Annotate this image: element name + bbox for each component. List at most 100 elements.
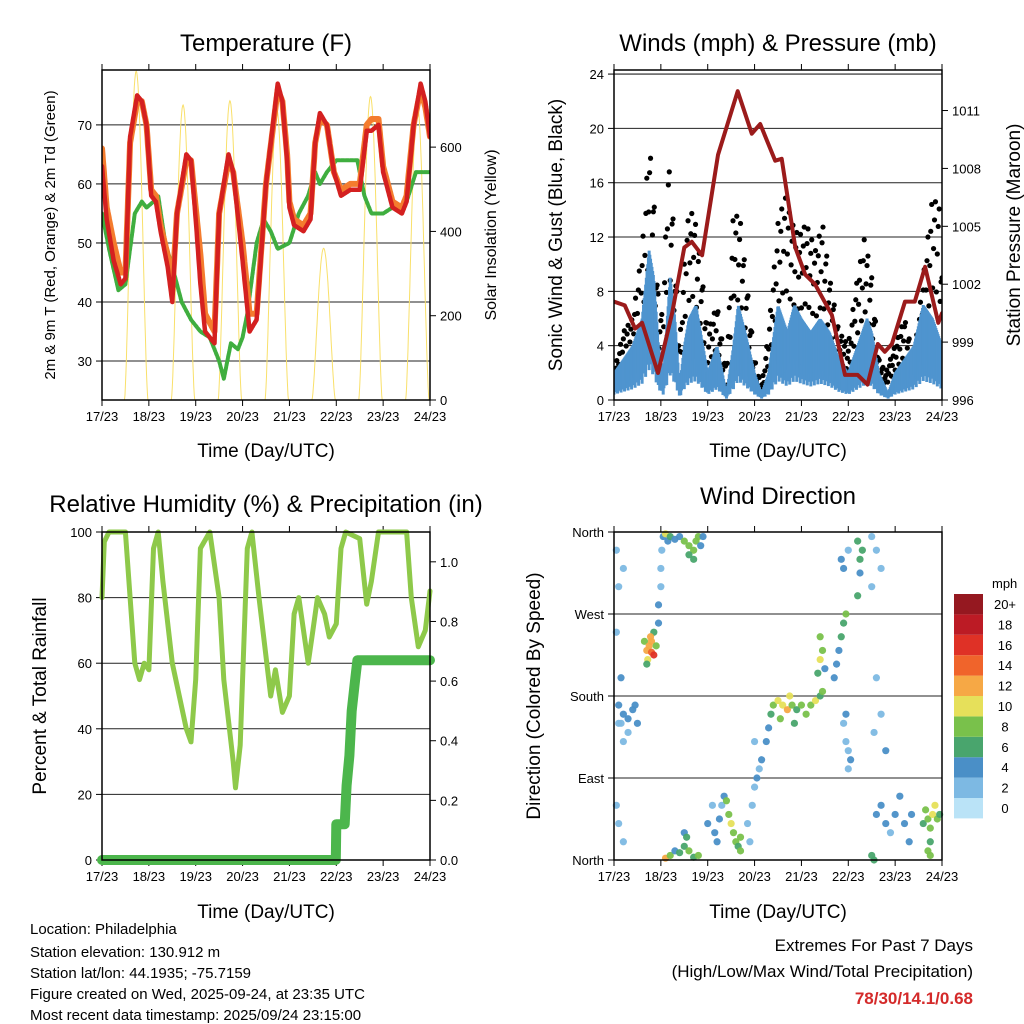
wind-direction-point xyxy=(877,564,885,573)
x-tick-label: 24/23 xyxy=(926,869,959,884)
gust-point xyxy=(853,297,859,303)
gust-point xyxy=(727,334,733,340)
y-tick-label: 20 xyxy=(78,787,92,802)
gust-point xyxy=(745,293,751,299)
wind-direction-point xyxy=(713,838,721,846)
x-tick-label: 21/23 xyxy=(785,869,818,884)
colorbar-swatch xyxy=(954,736,983,758)
x-tick-label: 18/23 xyxy=(133,409,166,424)
x-tick-label: 23/23 xyxy=(879,409,912,424)
figure-created: Figure created on Wed, 2025-09-24, at 23… xyxy=(30,986,365,1003)
x-tick-label: 24/23 xyxy=(926,409,959,424)
gust-point xyxy=(709,336,716,342)
gust-point xyxy=(930,245,937,252)
y-right-tick-label: 999 xyxy=(952,335,974,350)
gust-point xyxy=(687,260,693,266)
wind-direction-point xyxy=(807,701,815,709)
wind-direction-point xyxy=(722,797,731,805)
gust-point xyxy=(788,262,794,268)
colorbar-swatch xyxy=(954,757,983,778)
relative-humidity-line xyxy=(99,529,433,791)
gust-point xyxy=(686,297,692,304)
wind-direction-point xyxy=(694,851,702,860)
humidity-title: Relative Humidity (%) & Precipitation (i… xyxy=(49,491,482,518)
gust-point xyxy=(743,305,749,311)
gust-point xyxy=(819,240,825,246)
gust-point xyxy=(830,306,836,313)
gust-point xyxy=(901,324,908,330)
wind-direction-point xyxy=(847,756,855,764)
gust-point xyxy=(893,354,899,360)
wind-direction-point xyxy=(774,696,782,705)
x-tick-label: 20/23 xyxy=(226,869,259,884)
gust-point xyxy=(811,260,818,266)
speed-colorbar: mph 0 2 4 6 8 10 12 14 16 18 20+ xyxy=(954,576,1017,819)
wind-direction-point xyxy=(905,838,913,846)
y-right-tick-label: 200 xyxy=(440,309,462,324)
gust-point xyxy=(924,258,930,264)
colorbar-unit: mph xyxy=(992,576,1017,591)
gust-point xyxy=(785,225,791,231)
temperature-2m-line xyxy=(102,81,430,346)
gust-point xyxy=(855,301,862,307)
wind-direction-point xyxy=(680,537,688,545)
gust-point xyxy=(931,217,938,223)
y-tick-label: 12 xyxy=(590,230,604,245)
y-tick-label: 30 xyxy=(78,354,92,369)
wind-direction-point xyxy=(631,701,639,709)
gust-point xyxy=(766,346,772,352)
gust-point xyxy=(812,248,819,254)
station-location: Location: Philadelphia xyxy=(30,921,177,938)
colorbar-swatch xyxy=(954,634,983,656)
wind-direction-point xyxy=(844,546,852,554)
gust-point xyxy=(865,253,871,259)
gust-point xyxy=(710,321,716,327)
winds-xlabel: Time (Day/UTC) xyxy=(709,441,847,462)
colorbar-swatch xyxy=(954,614,983,635)
gust-point xyxy=(932,199,939,205)
gust-point xyxy=(827,280,834,286)
gust-point xyxy=(639,262,645,269)
gust-point xyxy=(776,298,782,304)
gust-point xyxy=(659,311,665,318)
plot-frame xyxy=(101,69,431,401)
gust-point xyxy=(783,288,790,294)
gust-point xyxy=(845,348,851,354)
plot-panel-winds: 0 4 8 12 16 20 24 996 999 1002 1005 1008 1011 17/23 18… xyxy=(590,64,981,424)
wind-direction-point xyxy=(753,774,761,782)
wind-direction-point xyxy=(725,810,733,819)
wind-direction-point xyxy=(886,829,895,837)
gust-point xyxy=(802,301,808,307)
wind-direction-point xyxy=(776,715,784,723)
colorbar-label: 0 xyxy=(1001,801,1008,816)
wind-direction-point xyxy=(882,819,890,828)
gust-point xyxy=(706,331,713,337)
wind-direction-point xyxy=(736,833,745,841)
wind-direction-point xyxy=(619,710,627,718)
x-tick-label: 21/23 xyxy=(273,409,306,424)
x-tick-label: 23/23 xyxy=(367,409,400,424)
wind-direction-point xyxy=(872,674,881,682)
gust-point xyxy=(781,248,787,254)
gust-point xyxy=(851,343,857,349)
wind-direction-point xyxy=(814,669,822,677)
y-right-tick-label: 1011 xyxy=(952,104,980,119)
gust-point xyxy=(740,262,746,269)
wind-direction-point xyxy=(818,687,827,696)
x-tick-label: 24/23 xyxy=(414,409,447,424)
gust-point xyxy=(792,269,798,275)
gust-point xyxy=(767,307,774,313)
gust-point xyxy=(906,336,912,342)
gust-point xyxy=(628,326,634,332)
wind-direction-point xyxy=(615,701,623,709)
gust-point xyxy=(917,299,924,305)
x-tick-label: 22/23 xyxy=(832,869,865,884)
y-right-tick-label: 0.4 xyxy=(440,734,458,749)
gust-point xyxy=(902,319,909,326)
gust-point xyxy=(823,261,829,267)
gust-point xyxy=(777,259,783,265)
gust-point xyxy=(820,224,826,230)
wind-direction-point xyxy=(922,806,930,814)
gust-point xyxy=(749,329,755,335)
x-tick-label: 22/23 xyxy=(832,409,865,424)
